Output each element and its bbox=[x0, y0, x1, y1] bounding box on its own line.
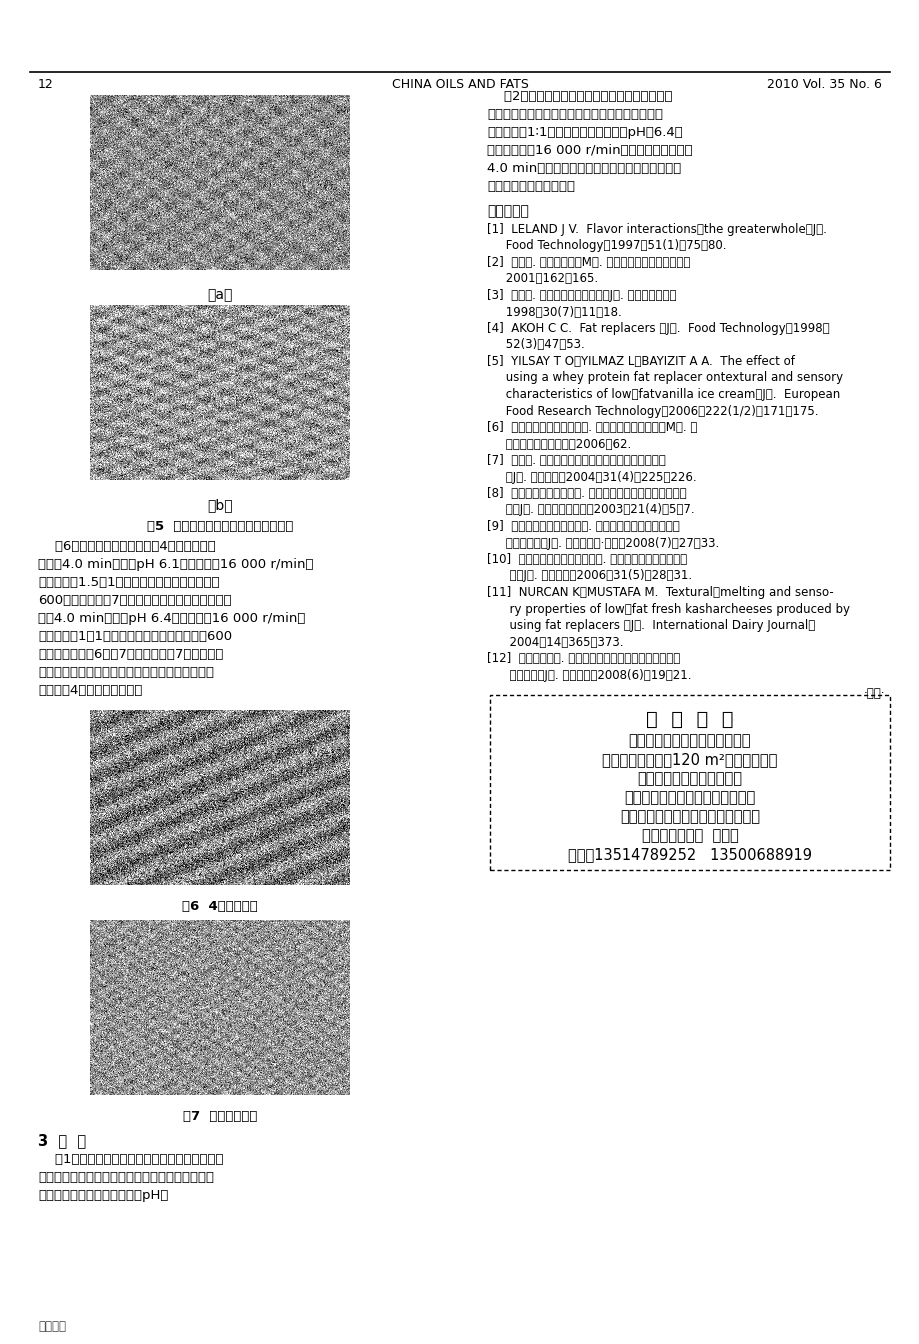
Text: [1]  LELAND J V.  Flavor interactions：the greaterwhole［J］.: [1] LELAND J V. Flavor interactions：the … bbox=[486, 223, 826, 237]
Text: ［J］. 化工机械，2004，31(4)：225－226.: ［J］. 化工机械，2004，31(4)：225－226. bbox=[486, 470, 696, 484]
Text: [10]  文仁贵，扶雄，杨连生，等. 脂肪替代品模拟脂肪的机: [10] 文仁贵，扶雄，杨连生，等. 脂肪替代品模拟脂肪的机 bbox=[486, 552, 686, 566]
Text: using fat replacers ［J］.  International Dairy Journal，: using fat replacers ［J］. International D… bbox=[486, 620, 814, 632]
Text: 添加剂配比1：1时微乳化体系在显微镜下放大600: 添加剂配比1：1时微乳化体系在显微镜下放大600 bbox=[38, 630, 232, 642]
Text: [3]  杨宗熙. 蔗糖酯的特性与应用［J］. 食品工业月刊，: [3] 杨宗熙. 蔗糖酯的特性与应用［J］. 食品工业月刊， bbox=[486, 289, 675, 302]
Text: 倍的照片。由图6、图7对比可见，图7所显示的乳: 倍的照片。由图6、图7对比可见，图7所显示的乳 bbox=[38, 648, 223, 661]
Text: [12]  余静，陈静霞. 蛋白质为基质的脂肪替代品在肉制品: [12] 余静，陈静霞. 蛋白质为基质的脂肪替代品在肉制品 bbox=[486, 652, 679, 665]
Text: 图6为正交试验结果中较优的4号试验，即剪: 图6为正交试验结果中较优的4号试验，即剪 bbox=[38, 540, 216, 552]
Text: Food Technology，1997，51(1)：75－80.: Food Technology，1997，51(1)：75－80. bbox=[486, 239, 726, 253]
Text: 化体系较为均匀，颗粒粒度较小。这说明了该处理: 化体系较为均匀，颗粒粒度较小。这说明了该处理 bbox=[38, 667, 214, 679]
Text: ·广告·: ·广告· bbox=[863, 687, 884, 700]
Text: 图6  4号试验照片: 图6 4号试验照片 bbox=[182, 900, 257, 913]
Text: [2]  吴时敏. 功能性油脂［M］. 北京：中国轻工业出版社，: [2] 吴时敏. 功能性油脂［M］. 北京：中国轻工业出版社， bbox=[486, 255, 689, 269]
Text: 蜡设备（过滤面积120 m²）低价出售，: 蜡设备（过滤面积120 m²）低价出售， bbox=[602, 753, 777, 767]
Text: 的微乳化处理工艺的主次因素依次为：剪切速率＞: 的微乳化处理工艺的主次因素依次为：剪切速率＞ bbox=[38, 1171, 214, 1184]
Text: 2004，14：365－373.: 2004，14：365－373. bbox=[486, 636, 623, 649]
Text: 2001：162－165.: 2001：162－165. bbox=[486, 273, 597, 285]
Text: 4.0 min。在此条件下所得小麦醇溶蛋白微乳化体: 4.0 min。在此条件下所得小麦醇溶蛋白微乳化体 bbox=[486, 163, 680, 175]
Text: [6]  李桂华，钱向明，毕艳兰. 油料油脂检验与分析［M］. 北: [6] 李桂华，钱向明，毕艳兰. 油料油脂检验与分析［M］. 北 bbox=[486, 421, 697, 434]
Text: 电话：13514789252   13500688919: 电话：13514789252 13500688919 bbox=[567, 847, 811, 862]
Text: using a whey protein fat replacer ontextural and sensory: using a whey protein fat replacer ontext… bbox=[486, 371, 842, 384]
Text: 用剪切速率为16 000 r/min的高剪切乳化机处理: 用剪切速率为16 000 r/min的高剪切乳化机处理 bbox=[486, 144, 692, 157]
Text: 京：化学工业出版社，2006：62.: 京：化学工业出版社，2006：62. bbox=[486, 438, 630, 450]
Text: 参考文献：: 参考文献： bbox=[486, 204, 528, 218]
Text: 设  备  转  让: 设 备 转 让 bbox=[645, 710, 733, 728]
Text: 3  结  论: 3 结 论 bbox=[38, 1133, 86, 1148]
Text: 研究和应用［J］. 农产品加工·学刊，2008(7)：27－33.: 研究和应用［J］. 农产品加工·学刊，2008(7)：27－33. bbox=[486, 536, 719, 550]
Text: 1998，30(7)：11－18.: 1998，30(7)：11－18. bbox=[486, 305, 621, 319]
Text: 成的配比为1∶1的添加剂，且调整体系pH为6.4，: 成的配比为1∶1的添加剂，且调整体系pH为6.4， bbox=[486, 126, 682, 138]
Text: 用［J］. 包装与食品机械，2003，21(4)：5－7.: 用［J］. 包装与食品机械，2003，21(4)：5－7. bbox=[486, 504, 694, 516]
Text: CHINA OILS AND FATS: CHINA OILS AND FATS bbox=[391, 78, 528, 91]
Text: 条件优于4号试验处理条件。: 条件优于4号试验处理条件。 bbox=[38, 684, 142, 698]
Text: characteristics of low－fatvanilla ice cream［J］.  European: characteristics of low－fatvanilla ice cr… bbox=[486, 388, 839, 401]
Text: 理［J］. 中国油脂，2006，31(5)：28－31.: 理［J］. 中国油脂，2006，31(5)：28－31. bbox=[486, 570, 691, 582]
Text: 切时间4.0 min，体系pH 6.1，剪切速率16 000 r/min，: 切时间4.0 min，体系pH 6.1，剪切速率16 000 r/min， bbox=[38, 558, 313, 571]
Text: 时间4.0 min，体系pH 6.4，剪切速率16 000 r/min，: 时间4.0 min，体系pH 6.4，剪切速率16 000 r/min， bbox=[38, 612, 305, 625]
Text: 内蒙古巴彦淖尔盟市杭锦后旗陕坝镇: 内蒙古巴彦淖尔盟市杭锦后旗陕坝镇 bbox=[619, 809, 759, 824]
Text: 12: 12 bbox=[38, 78, 53, 91]
Text: 我公司因转产现有九成新成套脱: 我公司因转产现有九成新成套脱 bbox=[628, 732, 751, 749]
Text: （1）影响以小麦醇溶蛋白为基质的脂肪模拟物: （1）影响以小麦醇溶蛋白为基质的脂肪模拟物 bbox=[38, 1153, 223, 1167]
Text: [8]  高友生，徐凯，张裕中. 高剪切均质在果蔬汁均质中的应: [8] 高友生，徐凯，张裕中. 高剪切均质在果蔬汁均质中的应 bbox=[486, 487, 686, 500]
Text: [5]  YILSAY T O，YILMAZ L，BAYIZIT A A.  The effect of: [5] YILSAY T O，YILMAZ L，BAYIZIT A A. The… bbox=[486, 355, 794, 368]
Text: 2010 Vol. 35 No. 6: 2010 Vol. 35 No. 6 bbox=[766, 78, 881, 91]
Text: 内蒙塞上星油脂工业有限责任公司: 内蒙塞上星油脂工业有限责任公司 bbox=[624, 790, 754, 805]
Text: [11]  NURCAN K，MUSTAFA M.  Textural，melting and senso-: [11] NURCAN K，MUSTAFA M. Textural，meltin… bbox=[486, 586, 833, 599]
Text: 图7  验证试验照片: 图7 验证试验照片 bbox=[183, 1110, 257, 1124]
Text: 图5  不同剪切速率时微乳化体系的照片: 图5 不同剪切速率时微乳化体系的照片 bbox=[147, 520, 293, 534]
Text: 600倍的照片；图7为最佳处理工艺条件下，即剪切: 600倍的照片；图7为最佳处理工艺条件下，即剪切 bbox=[38, 594, 232, 607]
Text: 中的应用［J］. 肉类研究，2008(6)：19－21.: 中的应用［J］. 肉类研究，2008(6)：19－21. bbox=[486, 668, 691, 681]
Text: 万方数据: 万方数据 bbox=[38, 1320, 66, 1333]
Text: 剪切时间＞添加剂配比＞体系pH。: 剪切时间＞添加剂配比＞体系pH。 bbox=[38, 1189, 168, 1202]
Text: （2）根据正交试验结果得出微乳化处理工艺优: （2）根据正交试验结果得出微乳化处理工艺优 bbox=[486, 90, 672, 103]
Text: ry properties of low－fat fresh kasharcheeses produced by: ry properties of low－fat fresh kasharche… bbox=[486, 602, 849, 616]
Text: 系具有较好的乳化特性。: 系具有较好的乳化特性。 bbox=[486, 180, 574, 194]
Text: [7]  泰选文. 高剪切混合乳化机在分子筛细化中的应用: [7] 泰选文. 高剪切混合乳化机在分子筛细化中的应用 bbox=[486, 454, 665, 466]
Text: 化条件为：添加由单甘酯与羧甲基纤维素钠复合而: 化条件为：添加由单甘酯与羧甲基纤维素钠复合而 bbox=[486, 108, 663, 121]
Text: [4]  AKOH C C.  Fat replacers ［J］.  Food Technology，1998，: [4] AKOH C C. Fat replacers ［J］. Food Te… bbox=[486, 323, 829, 335]
Text: [9]  申瑞玲，董吉林，孟付荣. 碳水化合物类脂肪替代品的: [9] 申瑞玲，董吉林，孟付荣. 碳水化合物类脂肪替代品的 bbox=[486, 520, 679, 534]
Text: 52(3)：47－53.: 52(3)：47－53. bbox=[486, 339, 584, 352]
Text: （a）: （a） bbox=[207, 288, 233, 302]
Text: 添加剂配比1.5：1时微乳化体系在显微镜下放大: 添加剂配比1.5：1时微乳化体系在显微镜下放大 bbox=[38, 577, 220, 589]
Text: 有意者请与以下单位联系。: 有意者请与以下单位联系。 bbox=[637, 771, 742, 786]
Bar bbox=[490, 695, 889, 870]
Text: 联系人：李增光  王振清: 联系人：李增光 王振清 bbox=[641, 828, 738, 843]
Text: Food Research Technology，2006，222(1/2)：171－175.: Food Research Technology，2006，222(1/2)：1… bbox=[486, 405, 818, 418]
Text: （b）: （b） bbox=[207, 499, 233, 512]
